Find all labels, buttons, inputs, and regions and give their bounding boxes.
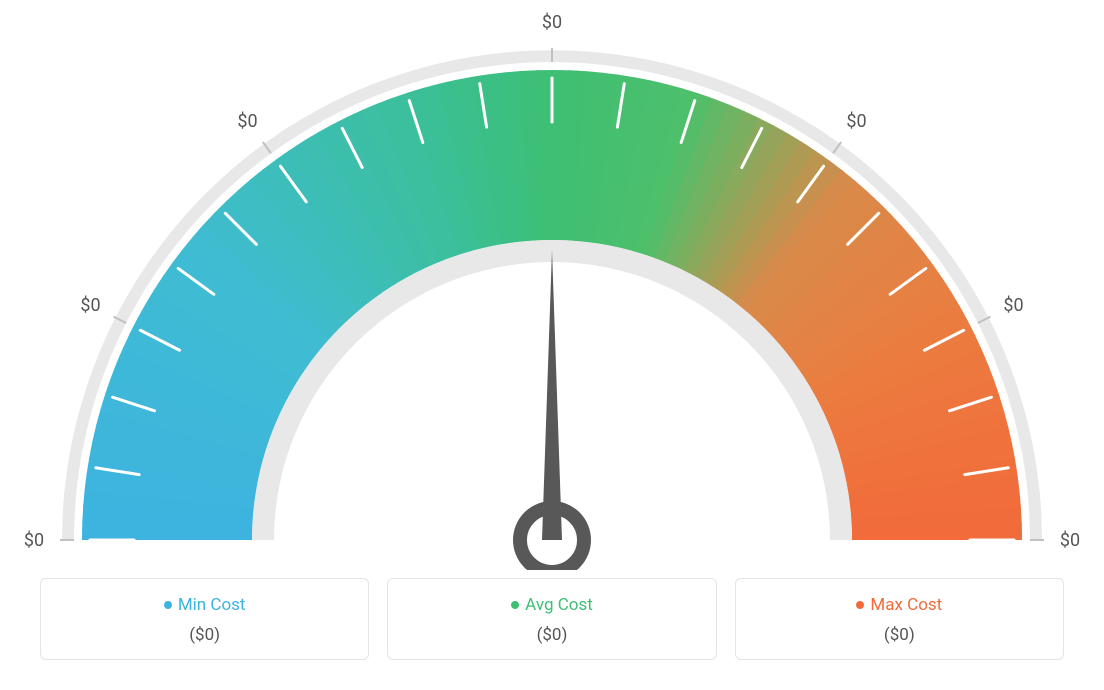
legend-row: Min Cost ($0) Avg Cost ($0) Max Cost ($0… [0,578,1104,660]
svg-text:$0: $0 [80,295,100,316]
svg-text:$0: $0 [542,12,562,33]
gauge-svg: $0 $0 $0 $0 $0 $0 $0 [0,0,1104,570]
svg-text:$0: $0 [24,530,44,551]
legend-label: Avg Cost [525,595,593,615]
legend-value-min: ($0) [53,625,356,645]
svg-text:$0: $0 [1060,530,1080,551]
gauge-chart: $0 $0 $0 $0 $0 $0 $0 [0,0,1104,570]
dot-icon [856,601,864,609]
legend-title-max: Max Cost [748,595,1051,615]
legend-title-min: Min Cost [53,595,356,615]
svg-text:$0: $0 [846,111,866,132]
dot-icon [164,601,172,609]
legend-value-avg: ($0) [400,625,703,645]
legend-value-max: ($0) [748,625,1051,645]
legend-title-avg: Avg Cost [400,595,703,615]
svg-text:$0: $0 [237,111,257,132]
legend-label: Min Cost [178,595,246,615]
svg-text:$0: $0 [1003,295,1023,316]
legend-card-avg: Avg Cost ($0) [387,578,716,660]
legend-card-max: Max Cost ($0) [735,578,1064,660]
legend-label: Max Cost [870,595,942,615]
dot-icon [511,601,519,609]
legend-card-min: Min Cost ($0) [40,578,369,660]
